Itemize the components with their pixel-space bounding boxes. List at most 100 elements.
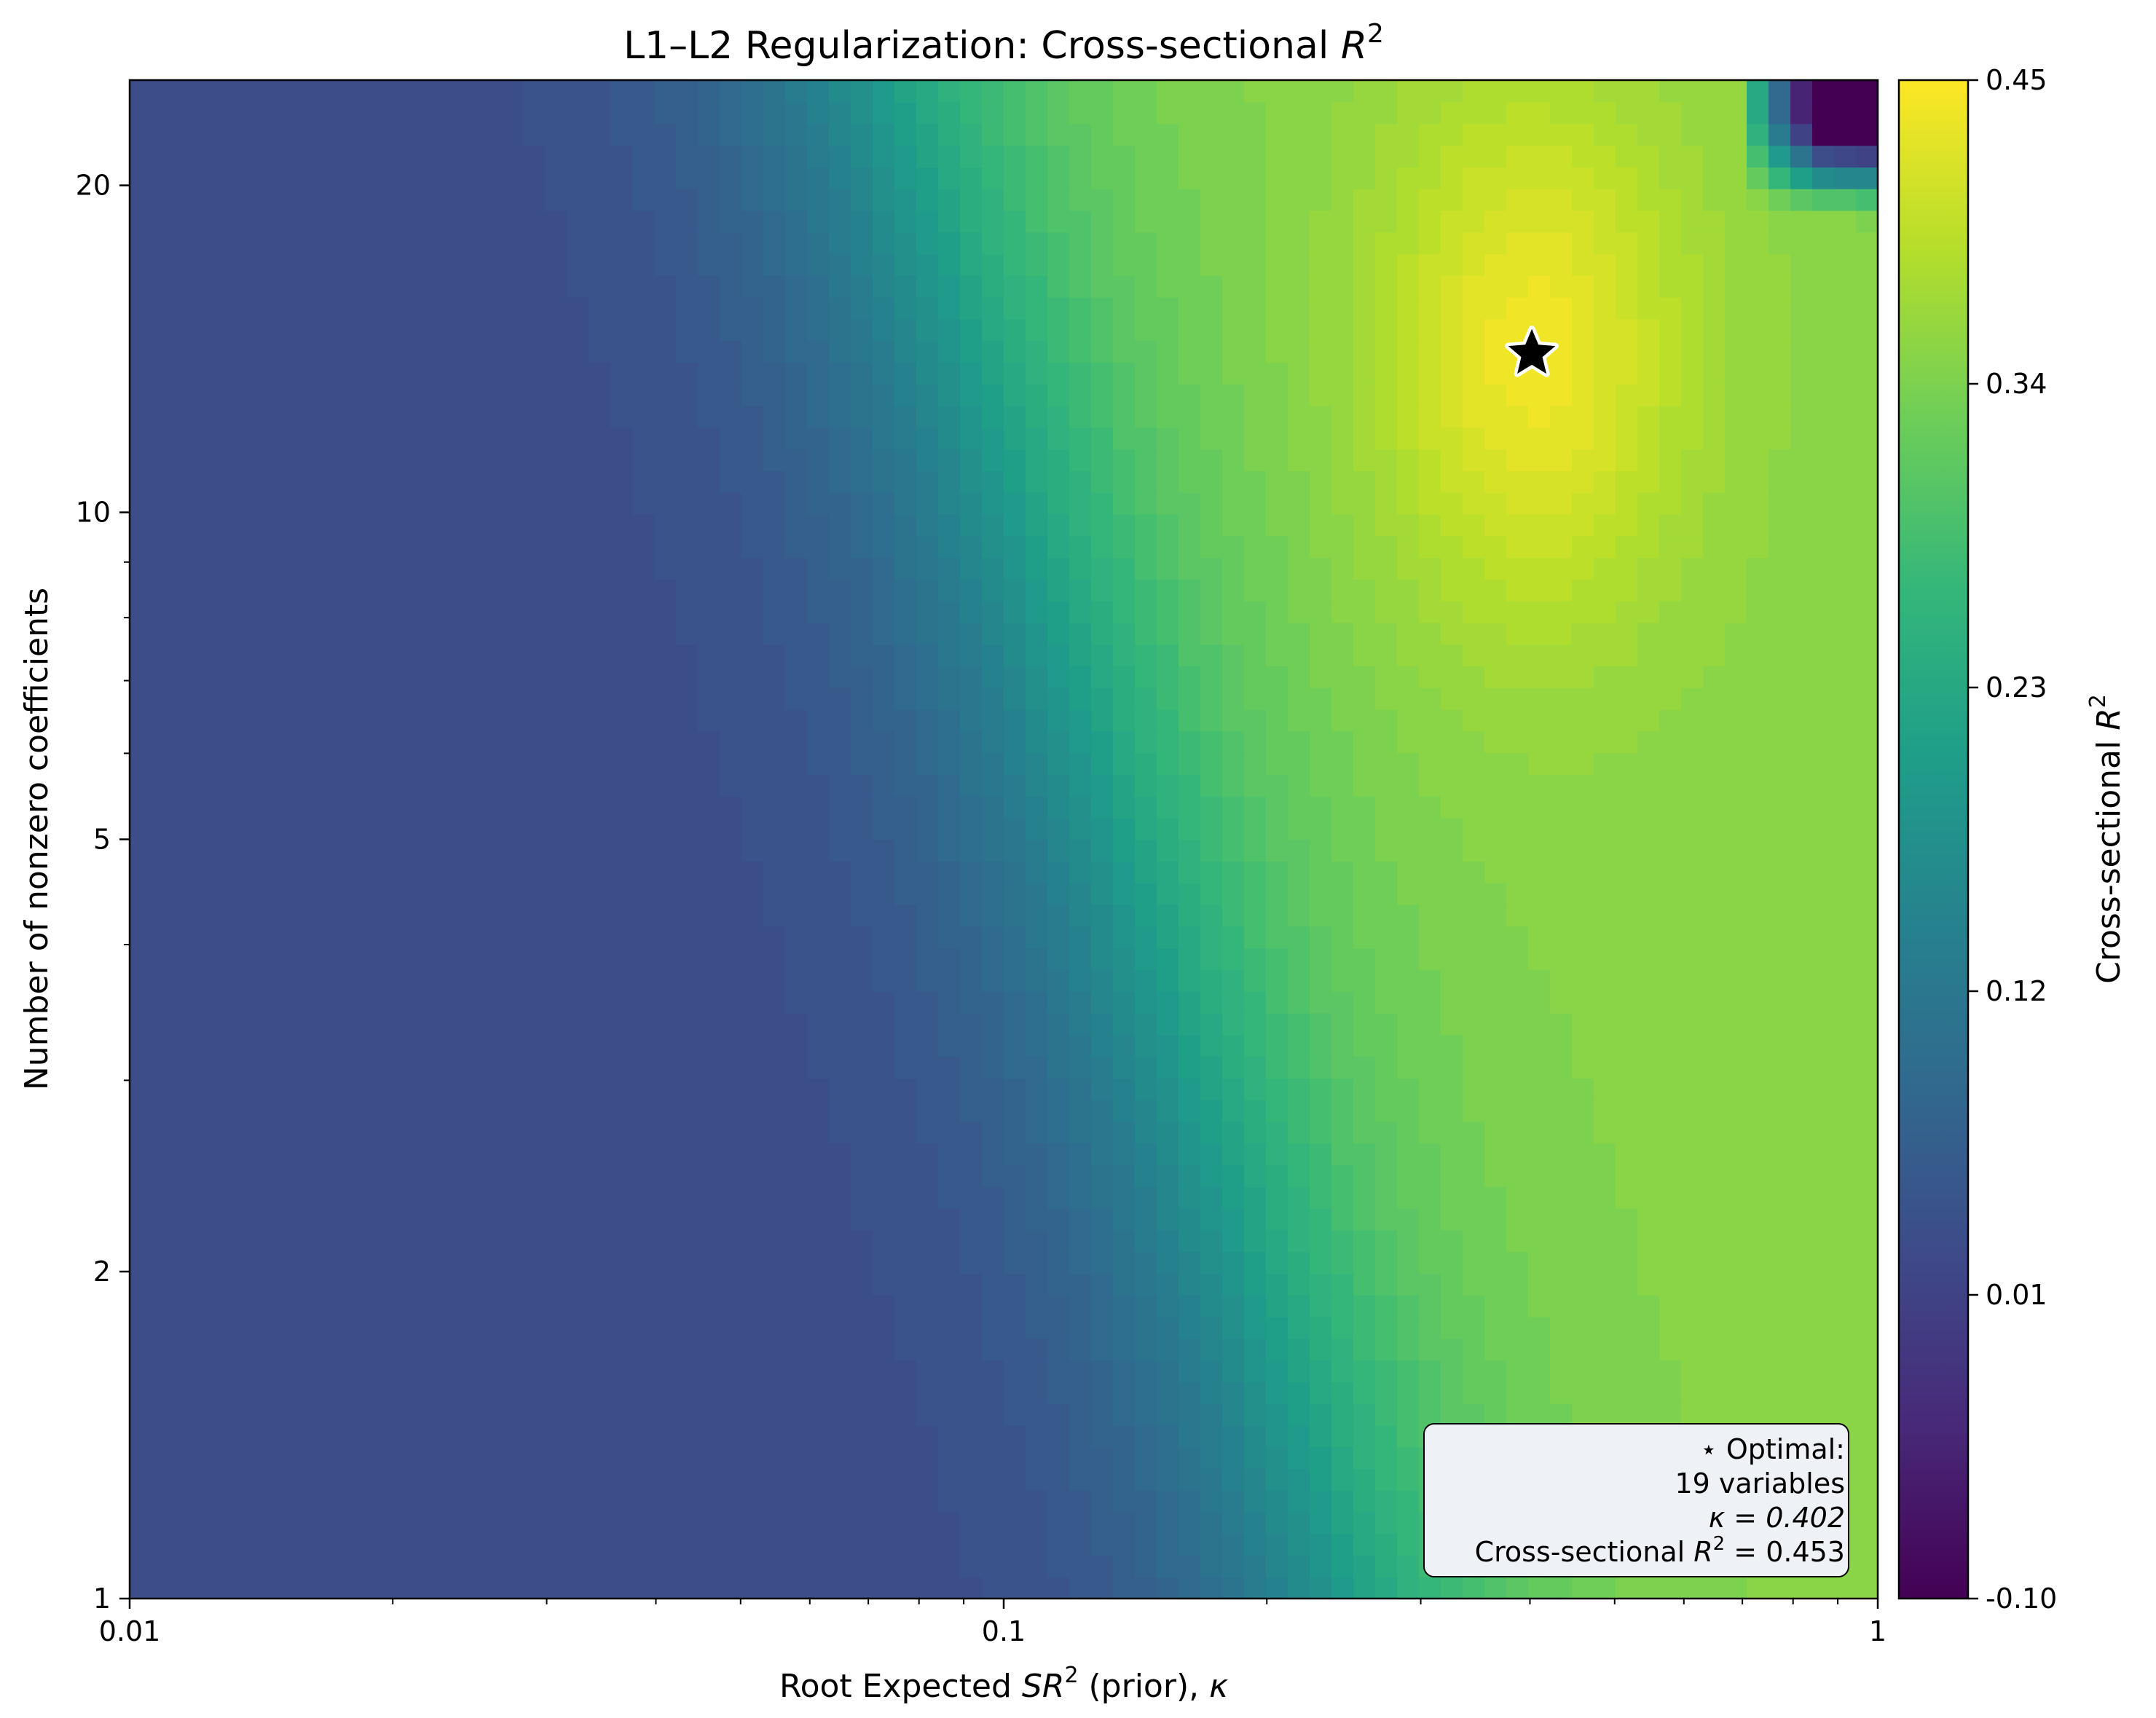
heatmap-cell bbox=[1266, 1186, 1289, 1209]
heatmap-cell bbox=[523, 883, 546, 905]
heatmap-cell bbox=[873, 947, 895, 970]
heatmap-cell bbox=[1244, 1273, 1267, 1296]
heatmap-cell bbox=[676, 145, 699, 168]
heatmap-cell bbox=[304, 1468, 327, 1491]
heatmap-cell bbox=[283, 687, 305, 710]
heatmap-cell bbox=[1506, 709, 1529, 732]
heatmap-cell bbox=[283, 145, 305, 168]
heatmap-cell bbox=[785, 535, 808, 559]
heatmap-cell bbox=[195, 1490, 218, 1513]
heatmap-cell bbox=[304, 730, 327, 754]
heatmap-cell bbox=[1419, 730, 1441, 754]
heatmap-cell bbox=[457, 557, 480, 580]
heatmap-cell bbox=[938, 1034, 961, 1057]
heatmap-cell bbox=[1310, 535, 1332, 559]
heatmap-cell bbox=[304, 1251, 327, 1274]
heatmap-cell bbox=[1463, 687, 1485, 710]
heatmap-cell bbox=[720, 1143, 742, 1166]
heatmap-cell bbox=[370, 1490, 393, 1513]
heatmap-cell bbox=[1004, 1533, 1026, 1556]
heatmap-cell bbox=[610, 427, 633, 450]
heatmap-cell bbox=[851, 904, 873, 927]
heatmap-cell bbox=[1594, 991, 1616, 1014]
heatmap-cell bbox=[1572, 1577, 1594, 1599]
heatmap-cell bbox=[873, 752, 895, 775]
heatmap-cell bbox=[1331, 1034, 1354, 1057]
heatmap-cell bbox=[785, 730, 808, 754]
heatmap-cell bbox=[1310, 1360, 1332, 1382]
heatmap-cell bbox=[851, 1273, 873, 1296]
heatmap-cell bbox=[436, 232, 458, 255]
heatmap-cell bbox=[283, 991, 305, 1014]
heatmap-cell bbox=[1135, 1468, 1157, 1491]
heatmap-cell bbox=[1222, 188, 1245, 211]
heatmap-cell bbox=[436, 752, 458, 775]
heatmap-cell bbox=[173, 1490, 196, 1513]
heatmap-cell bbox=[130, 1533, 152, 1556]
heatmap-cell bbox=[326, 709, 349, 732]
heatmap-cell bbox=[1288, 405, 1310, 428]
heatmap-cell bbox=[785, 817, 808, 840]
heatmap-cell bbox=[1594, 687, 1616, 710]
heatmap-cell bbox=[1310, 622, 1332, 645]
heatmap-cell bbox=[326, 123, 349, 146]
heatmap-cell bbox=[676, 947, 699, 970]
heatmap-cell bbox=[589, 904, 611, 927]
heatmap-cell bbox=[1616, 861, 1638, 883]
heatmap-cell bbox=[1463, 1121, 1485, 1144]
heatmap-cell bbox=[654, 1446, 677, 1470]
heatmap-cell bbox=[1157, 80, 1179, 103]
heatmap-cell bbox=[829, 839, 851, 862]
heatmap-cell bbox=[785, 1577, 808, 1599]
heatmap-cell bbox=[261, 557, 283, 580]
heatmap-cell bbox=[1484, 275, 1507, 298]
heatmap-cell bbox=[1288, 296, 1310, 320]
heatmap-cell bbox=[1091, 1360, 1114, 1382]
heatmap-cell bbox=[763, 167, 786, 189]
heatmap-cell bbox=[1069, 1425, 1092, 1448]
heatmap-cell bbox=[894, 449, 917, 471]
heatmap-cell bbox=[523, 991, 546, 1014]
heatmap-cell bbox=[1616, 666, 1638, 688]
heatmap-cell bbox=[1506, 427, 1529, 450]
heatmap-cell bbox=[1331, 535, 1354, 559]
heatmap-cell bbox=[610, 1555, 633, 1577]
heatmap-cell bbox=[632, 883, 655, 905]
heatmap-cell bbox=[457, 384, 480, 406]
heatmap-cell bbox=[873, 1555, 895, 1577]
heatmap-cell bbox=[1331, 80, 1354, 103]
heatmap-cell bbox=[763, 991, 786, 1014]
heatmap-cell bbox=[1222, 1165, 1245, 1187]
heatmap-cell bbox=[1484, 730, 1507, 754]
heatmap-cell bbox=[1288, 1403, 1310, 1426]
heatmap-cell bbox=[632, 839, 655, 862]
heatmap-cell bbox=[567, 1468, 589, 1491]
heatmap-cell bbox=[1572, 644, 1594, 666]
heatmap-cell bbox=[916, 622, 939, 645]
heatmap-cell bbox=[479, 1229, 502, 1253]
heatmap-cell bbox=[1026, 1555, 1048, 1577]
heatmap-cell bbox=[1244, 1012, 1267, 1036]
heatmap-cell bbox=[1026, 1533, 1048, 1556]
heatmap-cell bbox=[785, 926, 808, 949]
heatmap-cell bbox=[1528, 1034, 1551, 1057]
heatmap-cell bbox=[1135, 1012, 1157, 1036]
heatmap-cell bbox=[829, 947, 851, 970]
heatmap-cell bbox=[873, 622, 895, 645]
heatmap-cell bbox=[938, 795, 961, 819]
heatmap-cell bbox=[1157, 774, 1179, 797]
heatmap-cell bbox=[1331, 253, 1354, 276]
heatmap-cell bbox=[1004, 1207, 1026, 1231]
heatmap-cell bbox=[239, 1143, 261, 1166]
heatmap-cell bbox=[610, 926, 633, 949]
heatmap-cell bbox=[370, 275, 393, 298]
heatmap-cell bbox=[1463, 904, 1485, 927]
heatmap-cell bbox=[1113, 1511, 1136, 1534]
heatmap-cell bbox=[851, 1295, 873, 1317]
heatmap-cell bbox=[1266, 101, 1289, 125]
heatmap-cell bbox=[1266, 1273, 1289, 1296]
heatmap-cell bbox=[370, 752, 393, 775]
heatmap-cell bbox=[1266, 666, 1289, 688]
heatmap-cell bbox=[1572, 557, 1594, 580]
heatmap-cell bbox=[217, 557, 240, 580]
